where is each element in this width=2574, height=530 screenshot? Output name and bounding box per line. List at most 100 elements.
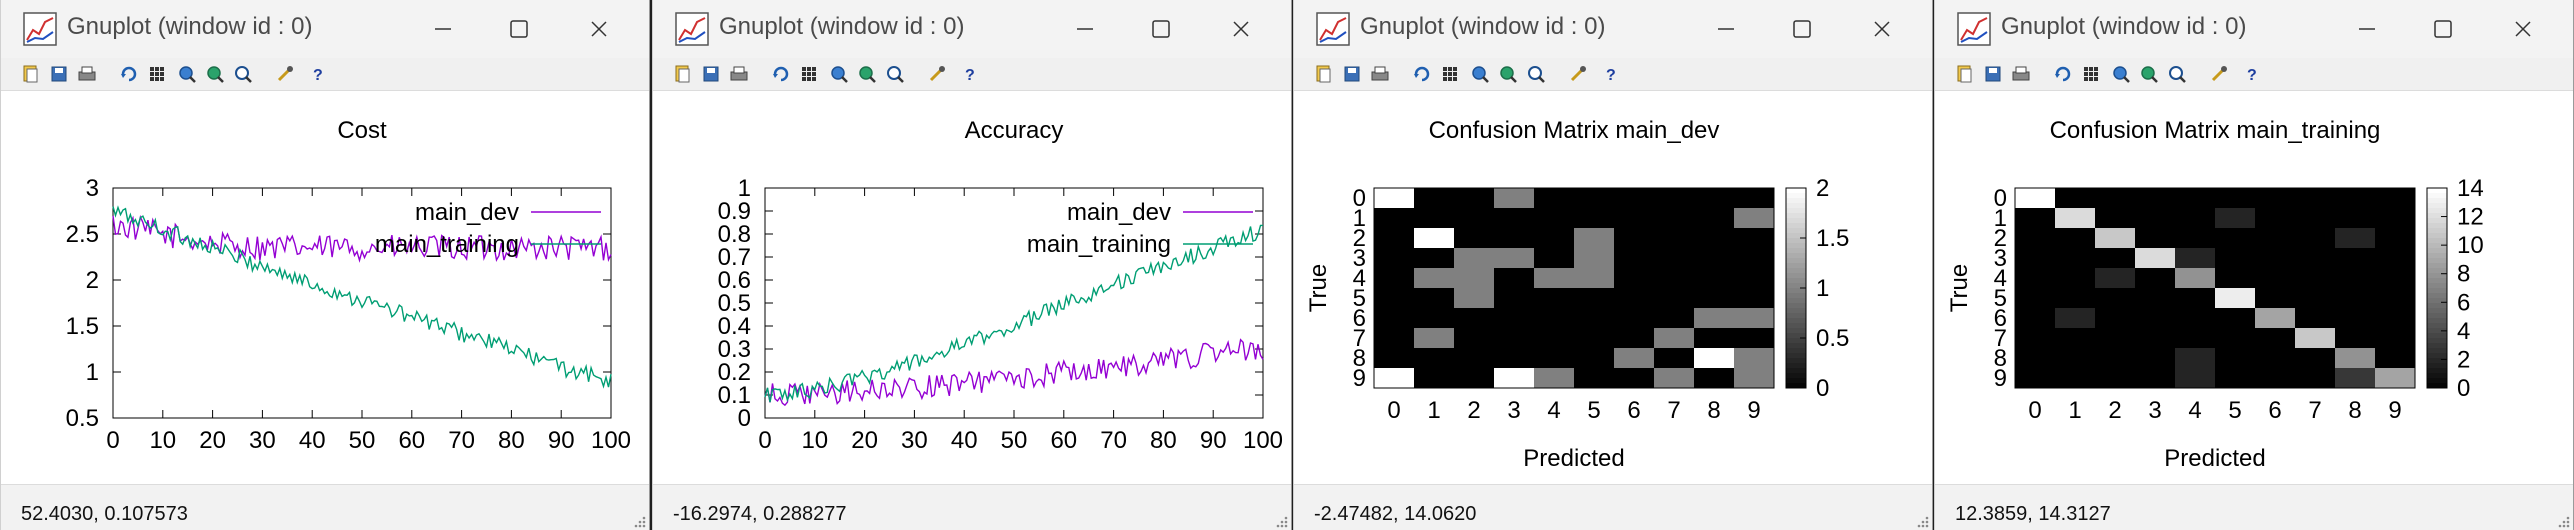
autoscale-icon[interactable]: [1526, 64, 1546, 84]
heatmap-cell: [2095, 328, 2136, 349]
close-button[interactable]: [2503, 10, 2543, 48]
gnuplot-window-confusion-dev[interactable]: Gnuplot (window id : 0) ? Confusion Matr…: [1293, 0, 1933, 530]
colorbar-tick-label: 14: [2457, 175, 2484, 202]
help-icon[interactable]: ?: [2241, 64, 2261, 84]
title-bar[interactable]: Gnuplot (window id : 0): [1, 0, 649, 58]
replot-icon[interactable]: [1412, 64, 1432, 84]
colorbar-segment: [1786, 228, 1806, 234]
title-bar[interactable]: Gnuplot (window id : 0): [653, 0, 1291, 58]
close-button[interactable]: [579, 10, 619, 48]
replot-icon[interactable]: [771, 64, 791, 84]
resize-grip-icon[interactable]: [2557, 515, 2571, 529]
maximize-button[interactable]: [1141, 10, 1181, 48]
copy-icon[interactable]: [1314, 64, 1334, 84]
maximize-button[interactable]: [499, 10, 539, 48]
zoom-next-icon[interactable]: [857, 64, 877, 84]
save-icon[interactable]: [49, 64, 69, 84]
zoom-next-icon[interactable]: [205, 64, 225, 84]
grid-icon[interactable]: [147, 64, 167, 84]
gnuplot-window-accuracy[interactable]: Gnuplot (window id : 0) ? Accuracy 0 10 20 3…: [652, 0, 1292, 530]
options-icon[interactable]: [275, 64, 295, 84]
copy-icon[interactable]: [673, 64, 693, 84]
minimize-button[interactable]: [2347, 10, 2387, 48]
grid-glyph: [2094, 77, 2098, 81]
zoom-next-icon[interactable]: [2139, 64, 2159, 84]
cost-plot[interactable]: Cost 0 10 20 30 40 50 60 70 80 90 100 0.5 1 1.5 2 2.5 3 ma…: [1, 92, 649, 482]
autoscale-icon[interactable]: [885, 64, 905, 84]
colorbar-segment: [2427, 218, 2447, 224]
close-button[interactable]: [1862, 10, 1902, 48]
replot-glyph: [773, 66, 789, 82]
options-icon[interactable]: [1568, 64, 1588, 84]
help-icon[interactable]: ?: [307, 64, 327, 84]
save-icon[interactable]: [1342, 64, 1362, 84]
colorbar-segment: [1786, 313, 1806, 319]
y-tick-label: 2: [1353, 225, 1366, 252]
heatmap-cell: [2375, 268, 2416, 289]
minimize-button[interactable]: [423, 10, 463, 48]
zoom-prev-icon[interactable]: [177, 64, 197, 84]
gnuplot-window-confusion-training[interactable]: Gnuplot (window id : 0) ? Confusion Matr…: [1934, 0, 2574, 530]
colorbar-segment: [2427, 323, 2447, 329]
print-icon[interactable]: [77, 64, 97, 84]
resize-grip-icon[interactable]: [1916, 515, 1930, 529]
x-tick-label: 20: [851, 427, 878, 454]
save-icon[interactable]: [1983, 64, 2003, 84]
print-icon[interactable]: [729, 64, 749, 84]
options-icon[interactable]: [2209, 64, 2229, 84]
replot-icon[interactable]: [2053, 64, 2073, 84]
grid-icon[interactable]: [799, 64, 819, 84]
save-icon[interactable]: [701, 64, 721, 84]
grid-glyph: [807, 72, 811, 76]
print-icon[interactable]: [2011, 64, 2031, 84]
options-glyph: [2211, 68, 2225, 82]
toolbar: ?: [1294, 58, 1932, 91]
title-bar[interactable]: Gnuplot (window id : 0): [1935, 0, 2573, 58]
zoom-next-icon[interactable]: [1498, 64, 1518, 84]
resize-grip-icon[interactable]: [633, 515, 647, 529]
minimize-button[interactable]: [1065, 10, 1105, 48]
grid-icon[interactable]: [1440, 64, 1460, 84]
heatmap-cell: [2255, 288, 2296, 309]
replot-icon[interactable]: [119, 64, 139, 84]
zoom-prev-icon[interactable]: [1470, 64, 1490, 84]
help-icon[interactable]: ?: [959, 64, 979, 84]
x-tick-label: 100: [591, 427, 631, 454]
heatmap-cell: [2055, 308, 2096, 329]
maximize-button[interactable]: [2423, 10, 2463, 48]
heatmap-cell: [2215, 248, 2256, 269]
print-icon[interactable]: [1370, 64, 1390, 84]
copy-icon[interactable]: [1955, 64, 1975, 84]
gnuplot-window-cost[interactable]: Gnuplot (window id : 0) ? Cost 0 10 20 30 40 5…: [0, 0, 650, 530]
heatmap-cell: [1534, 248, 1575, 269]
help-icon[interactable]: ?: [1600, 64, 1620, 84]
x-tick-label: 0: [758, 427, 771, 454]
y-tick-label: 8: [1994, 345, 2007, 372]
grid-icon[interactable]: [2081, 64, 2101, 84]
heatmap-cell: [1574, 228, 1615, 249]
heatmap-cell: [2175, 328, 2216, 349]
copy-icon[interactable]: [21, 64, 41, 84]
minimize-button[interactable]: [1706, 10, 1746, 48]
cursor-coordinates: 52.4030, 0.107573: [21, 503, 188, 525]
grid-glyph: [155, 77, 159, 81]
heatmap-cell: [1694, 288, 1735, 309]
options-icon[interactable]: [927, 64, 947, 84]
title-bar[interactable]: Gnuplot (window id : 0): [1294, 0, 1932, 58]
heatmap-cell: [2215, 288, 2256, 309]
x-tick-label: 2: [1467, 397, 1480, 424]
autoscale-icon[interactable]: [2167, 64, 2187, 84]
zoom-prev-icon[interactable]: [2111, 64, 2131, 84]
maximize-button[interactable]: [1782, 10, 1822, 48]
resize-grip-icon[interactable]: [1275, 515, 1289, 529]
grid-glyph: [812, 77, 816, 81]
colorbar-segment: [1786, 318, 1806, 324]
close-button[interactable]: [1221, 10, 1261, 48]
zoom-prev-icon[interactable]: [829, 64, 849, 84]
heatmap-cell: [2295, 308, 2336, 329]
autoscale-icon[interactable]: [233, 64, 253, 84]
x-tick-label: 60: [1050, 427, 1077, 454]
